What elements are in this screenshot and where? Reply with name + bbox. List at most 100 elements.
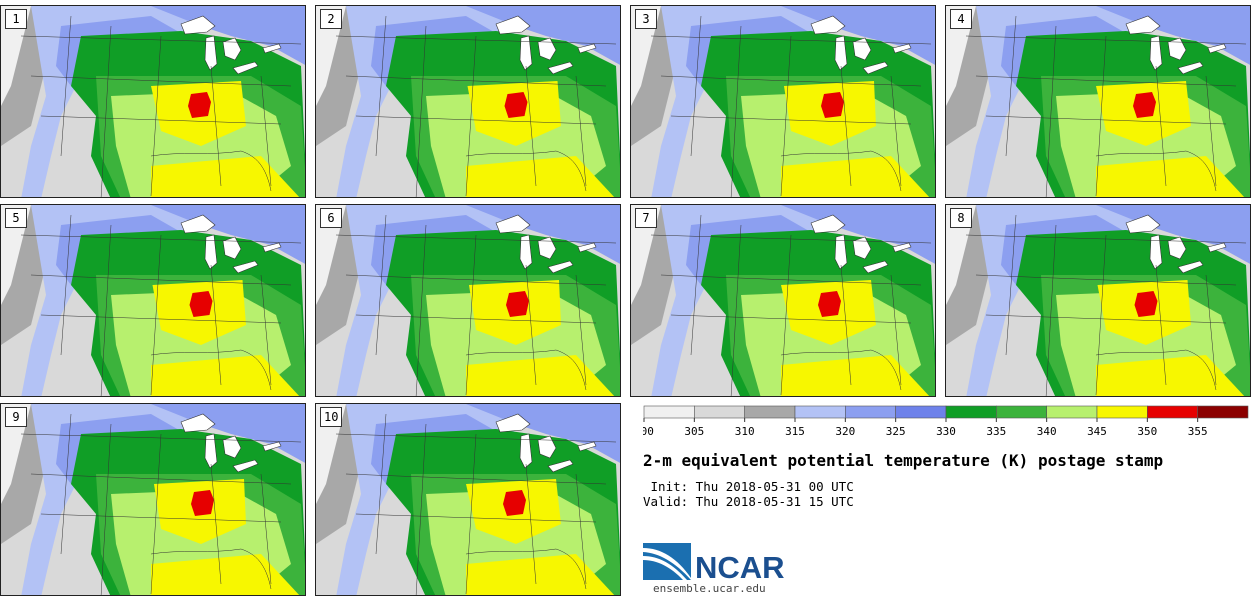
lake-michigan: [519, 35, 533, 71]
ncar-logo: NCAR: [643, 543, 785, 582]
state-boundary: [525, 463, 537, 585]
lake-superior: [495, 214, 531, 234]
colorbar-swatch: [794, 405, 846, 419]
state-boundary: [1095, 234, 1107, 396]
lake-michigan: [1149, 35, 1163, 71]
member-number-label: 7: [635, 208, 657, 228]
lake-huron: [537, 236, 557, 260]
lake-huron: [222, 236, 242, 260]
lake-erie: [232, 61, 259, 75]
lake-michigan: [519, 433, 533, 469]
pacific-region: [1, 6, 31, 106]
lake-michigan: [834, 234, 848, 270]
state-boundary: [150, 433, 162, 595]
high-theta-e-core: [503, 490, 526, 516]
state-boundary: [465, 349, 587, 391]
state-boundary: [150, 349, 272, 391]
state-boundary: [1155, 65, 1167, 187]
state-boundary: [30, 274, 292, 286]
colorbar-tick-label: 340: [1037, 425, 1057, 438]
lake-ontario: [262, 43, 282, 54]
high-theta-e-core: [1133, 92, 1156, 118]
high-theta-e-core: [506, 291, 529, 317]
init-time: Init: Thu 2018-05-31 00 UTC: [643, 479, 854, 494]
pacific-region: [1, 205, 31, 305]
state-boundary: [1095, 349, 1217, 391]
member-map-panel: 2: [315, 5, 621, 198]
colorbar-swatch: [1197, 405, 1249, 419]
lake-ontario: [262, 242, 282, 253]
lake-huron: [222, 37, 242, 61]
gulf-coast-field: [781, 355, 930, 396]
lake-erie: [547, 459, 574, 473]
state-boundary: [840, 65, 852, 187]
gulf-coast-field: [466, 554, 615, 595]
member-number-label: 9: [5, 407, 27, 427]
member-map-panel: 6: [315, 204, 621, 397]
state-boundary: [780, 150, 902, 192]
state-boundary: [840, 264, 852, 386]
state-boundary: [415, 423, 427, 595]
gulf-coast-field: [466, 355, 615, 396]
state-boundary: [1095, 150, 1217, 192]
lake-huron: [1167, 236, 1187, 260]
colorbar-swatch: [895, 405, 947, 419]
lake-huron: [852, 236, 872, 260]
ncar-logo-swoosh: [643, 548, 691, 580]
state-boundary: [890, 274, 902, 386]
state-boundary: [150, 548, 272, 590]
ncar-logo-text: NCAR: [695, 550, 785, 582]
equivalent-potential-temperature-map: [1, 205, 305, 396]
equivalent-potential-temperature-map: [631, 205, 935, 396]
pacific-region: [1, 404, 31, 504]
member-number-label: 1: [5, 9, 27, 29]
high-theta-e-core: [191, 490, 214, 516]
member-number-label: 6: [320, 208, 342, 228]
lake-ontario: [577, 43, 597, 54]
gulf-coast-field: [151, 355, 300, 396]
state-boundary: [525, 264, 537, 386]
lake-superior: [180, 15, 216, 35]
colorbar-swatch: [1147, 405, 1198, 419]
lake-ontario: [892, 43, 912, 54]
colorbar-tick-label: 335: [986, 425, 1006, 438]
colorbar-tick-label: 325: [886, 425, 906, 438]
state-boundary: [465, 234, 477, 396]
colorbar-swatch: [845, 405, 896, 419]
lake-michigan: [519, 234, 533, 270]
state-boundary: [100, 224, 112, 396]
equivalent-potential-temperature-map: [316, 404, 620, 595]
lake-ontario: [1207, 242, 1227, 253]
colorbar-swatch: [744, 405, 796, 419]
state-boundary: [575, 75, 587, 187]
member-number-label: 8: [950, 208, 972, 228]
state-boundary: [985, 314, 1227, 324]
colorbar-tick-label: 310: [735, 425, 755, 438]
lake-superior: [1125, 214, 1161, 234]
lake-superior: [180, 214, 216, 234]
equivalent-potential-temperature-map: [1, 6, 305, 197]
state-boundary: [40, 513, 282, 523]
lake-erie: [232, 260, 259, 274]
state-boundary: [1045, 25, 1057, 197]
member-map-panel: 4: [945, 5, 1251, 198]
state-boundary: [345, 75, 607, 87]
lake-michigan: [204, 433, 218, 469]
member-number-label: 4: [950, 9, 972, 29]
state-boundary: [40, 314, 282, 324]
lake-huron: [222, 435, 242, 459]
state-boundary: [1205, 75, 1217, 187]
colorbar-tick-label: 305: [684, 425, 704, 438]
high-theta-e-core: [504, 92, 528, 118]
website-url: ensemble.ucar.edu: [653, 582, 766, 595]
state-boundary: [150, 35, 162, 197]
state-boundary: [355, 115, 597, 125]
state-boundary: [660, 75, 922, 87]
member-map-panel: 9: [0, 403, 306, 596]
gulf-coast-field: [466, 156, 615, 197]
gulf-coast-field: [151, 554, 300, 595]
lake-ontario: [892, 242, 912, 253]
high-theta-e-core: [1134, 291, 1158, 317]
state-boundary: [1155, 264, 1167, 386]
lake-ontario: [577, 441, 597, 452]
